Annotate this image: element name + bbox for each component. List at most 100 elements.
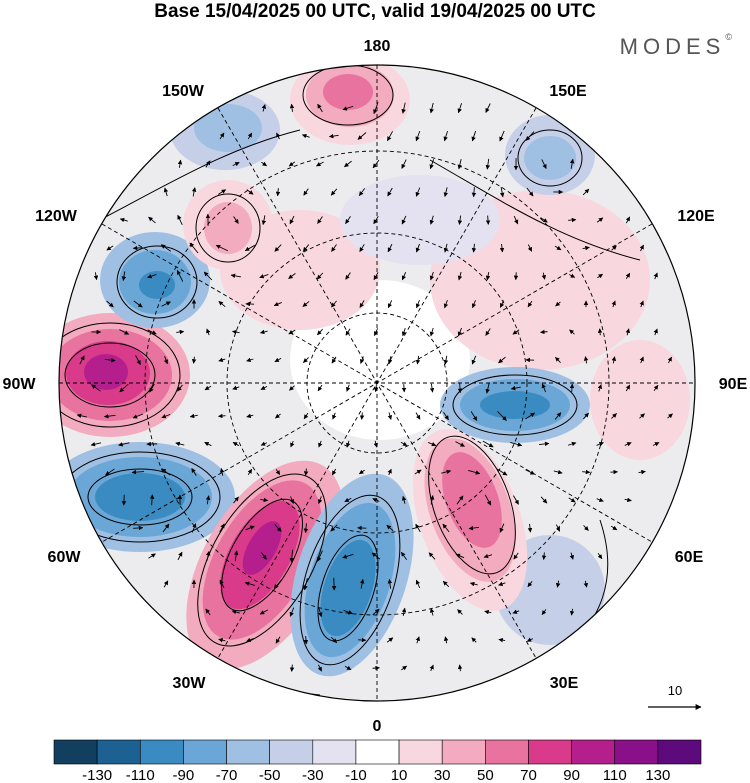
wind-arrow xyxy=(90,442,102,447)
wind-arrow xyxy=(415,130,421,142)
wind-arrow xyxy=(525,131,535,141)
wind-arrow xyxy=(372,498,380,503)
wind-arrow xyxy=(215,244,229,252)
wind-arrow xyxy=(205,495,211,505)
wind-arrow xyxy=(540,217,548,223)
wind-arrow xyxy=(555,357,561,363)
wind-arrow xyxy=(163,580,169,588)
wind-arrow xyxy=(191,467,197,476)
wind-arrow xyxy=(611,413,617,419)
wind-arrow xyxy=(275,469,281,476)
wind-arrow xyxy=(303,636,309,645)
wind-arrow xyxy=(457,609,463,615)
wind-arrow xyxy=(471,187,477,198)
wind-arrow xyxy=(553,469,563,475)
wind-arrow xyxy=(359,578,365,589)
vector-reference: 10 xyxy=(648,683,702,710)
wind-arrow xyxy=(104,357,116,363)
wind-arrow xyxy=(133,525,144,531)
wind-arrow xyxy=(625,272,631,280)
wind-arrow xyxy=(498,637,506,643)
wind-arrow xyxy=(457,664,463,672)
wind-arrow xyxy=(387,356,393,365)
colorbar-swatch xyxy=(312,739,357,765)
wind-arrow xyxy=(205,608,211,616)
wind-arrow xyxy=(303,357,309,363)
wind-arrow xyxy=(317,216,323,224)
wind-arrow xyxy=(498,581,506,586)
wind-arrow xyxy=(373,440,378,448)
colorbar-swatch xyxy=(441,739,486,765)
wind-arrow xyxy=(301,133,310,139)
colorbar-swatch xyxy=(571,739,616,765)
wind-arrow xyxy=(456,495,464,505)
wind-arrow xyxy=(415,243,421,253)
wind-arrow xyxy=(232,385,240,390)
wind-arrow xyxy=(218,300,226,308)
wind-arrow xyxy=(233,216,239,224)
wind-arrow xyxy=(541,272,547,280)
wind-arrow xyxy=(442,523,450,533)
lon-label-60e: 60E xyxy=(675,549,704,566)
wind-arrow xyxy=(244,244,255,252)
wind-arrow xyxy=(513,495,519,505)
wind-arrow xyxy=(261,104,267,112)
wind-arrow xyxy=(455,553,465,559)
wind-arrow xyxy=(568,217,577,223)
wind-arrow xyxy=(582,245,590,251)
wind-arrow xyxy=(275,636,281,644)
wind-arrow xyxy=(498,356,506,364)
wind-arrow xyxy=(401,159,407,169)
wind-arrow xyxy=(176,270,184,282)
colorbar-label: 30 xyxy=(434,767,451,783)
wind-arrow xyxy=(468,525,480,531)
wind-arrow xyxy=(331,300,337,308)
colorbar-swatch xyxy=(53,739,98,765)
wind-arrow xyxy=(203,271,213,281)
wind-arrow xyxy=(289,496,294,504)
wind-arrow xyxy=(204,385,212,391)
wind-arrow xyxy=(415,355,421,365)
wind-arrow xyxy=(497,411,507,421)
wind-arrow xyxy=(275,413,281,419)
wind-arrow xyxy=(274,357,282,363)
wind-arrow xyxy=(513,552,519,560)
wind-arrow xyxy=(443,636,449,644)
lon-label-180: 180 xyxy=(364,38,391,55)
wind-arrow xyxy=(639,300,644,308)
wind-arrow xyxy=(415,636,420,644)
wind-arrow xyxy=(539,441,550,447)
wind-arrow xyxy=(244,581,255,586)
wind-arrow xyxy=(443,355,449,365)
wind-arrow xyxy=(372,159,380,169)
wind-arrow xyxy=(231,609,240,615)
wind-arrow xyxy=(527,300,533,308)
wind-arrow xyxy=(331,244,337,252)
wind-arrow xyxy=(596,442,604,447)
wind-arrow xyxy=(233,550,239,562)
wind-arrow xyxy=(303,412,309,420)
wind-arrow xyxy=(274,244,282,252)
lon-label-0: 0 xyxy=(373,718,382,735)
colorbar-label: 70 xyxy=(520,767,537,783)
wind-arrow xyxy=(360,356,365,364)
wind-arrow xyxy=(133,300,143,308)
wind-arrow xyxy=(373,102,379,115)
wind-arrow xyxy=(148,216,156,224)
wind-arrow xyxy=(149,494,155,506)
vector-reference-label: 10 xyxy=(668,683,682,698)
colorbar-swatch xyxy=(139,739,184,765)
lon-label-30e: 30E xyxy=(550,675,579,692)
wind-arrow xyxy=(218,413,226,419)
wind-arrow xyxy=(569,383,575,392)
wind-arrow xyxy=(358,188,366,196)
wind-arrow xyxy=(485,382,490,394)
wind-arrow xyxy=(400,551,408,561)
wind-arrow xyxy=(358,469,365,475)
wind-arrow xyxy=(276,132,281,140)
colorbar-swatch xyxy=(485,739,529,765)
wind-arrow xyxy=(342,105,354,111)
wind-arrow xyxy=(625,216,631,224)
wind-arrow xyxy=(457,383,463,394)
wind-arrow xyxy=(525,412,536,420)
